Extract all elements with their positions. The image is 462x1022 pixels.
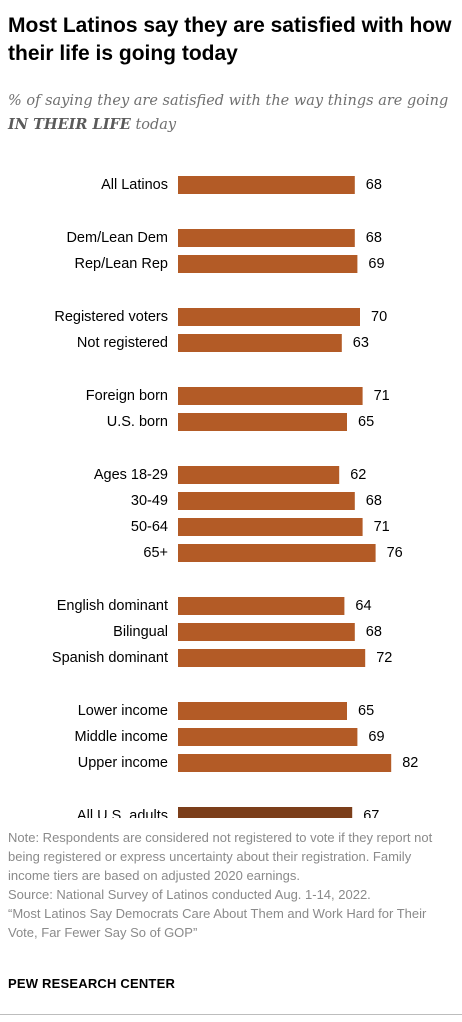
subtitle-suffix: today [130, 117, 177, 133]
bar-row: Spanish dominant 72 [52, 649, 392, 667]
bar [178, 702, 347, 720]
category-label: Registered voters [54, 309, 168, 325]
bar-row: Ages 18-29 62 [94, 466, 366, 484]
value-label: 76 [387, 545, 403, 561]
bar-row: English dominant 64 [57, 597, 372, 615]
value-label: 67 [363, 808, 379, 818]
bar-row: 50-64 71 [131, 518, 390, 536]
subtitle-emphasis: IN THEIR LIFE [8, 116, 131, 133]
bar [178, 334, 342, 352]
bar-row: Upper income 82 [78, 754, 418, 772]
category-label: Dem/Lean Dem [66, 230, 168, 246]
category-label: Middle income [75, 729, 169, 745]
category-label: Upper income [78, 755, 168, 771]
value-label: 64 [355, 598, 371, 614]
value-label: 68 [366, 493, 382, 509]
category-label: Spanish dominant [52, 650, 168, 666]
value-label: 68 [366, 177, 382, 193]
value-label: 71 [374, 388, 390, 404]
bar-row: Lower income 65 [78, 702, 374, 720]
bar [178, 754, 392, 772]
source-text: Source: National Survey of Latinos condu… [8, 887, 371, 902]
bar [178, 387, 363, 405]
category-label: English dominant [57, 598, 168, 614]
bar [178, 597, 345, 615]
value-label: 68 [366, 230, 382, 246]
value-label: 63 [353, 335, 369, 351]
value-label: 72 [376, 650, 392, 666]
category-label: 50-64 [131, 519, 168, 535]
bar [178, 229, 355, 247]
category-label: 30-49 [131, 493, 168, 509]
bar-row: Bilingual 68 [113, 623, 382, 641]
bar-chart: All Latinos 68 Dem/Lean Dem 68 Rep/Lean Rep 6… [52, 176, 418, 818]
bar [178, 544, 376, 562]
category-label: 65+ [143, 545, 168, 561]
value-label: 68 [366, 624, 382, 640]
bar [178, 623, 355, 641]
bar-row: 65+ 76 [143, 544, 403, 562]
category-label: Foreign born [86, 388, 168, 404]
bar [178, 308, 360, 326]
bar [178, 518, 363, 536]
category-label: Lower income [78, 703, 168, 719]
bar [178, 255, 358, 273]
category-label: Not registered [77, 335, 168, 351]
value-label: 62 [350, 467, 366, 483]
bar [178, 492, 355, 510]
brand-logo-text: PEW RESEARCH CENTER [8, 976, 176, 991]
value-label: 71 [374, 519, 390, 535]
category-label: All Latinos [101, 177, 168, 193]
bar-row: Rep/Lean Rep 69 [74, 255, 385, 273]
bottom-divider [0, 1014, 462, 1015]
bar-row: All Latinos 68 [101, 176, 382, 194]
value-label: 65 [358, 703, 374, 719]
subtitle-text: % of saying they are satisfied with the … [8, 93, 449, 109]
report-title: “Most Latinos Say Democrats Care About T… [8, 906, 427, 940]
bar-row: Dem/Lean Dem 68 [66, 229, 382, 247]
category-label: Rep/Lean Rep [74, 256, 168, 272]
category-label: U.S. born [107, 414, 168, 430]
value-label: 70 [371, 309, 387, 325]
bar-row: All U.S. adults 67 [77, 807, 379, 818]
bar [178, 649, 366, 667]
value-label: 69 [368, 256, 384, 272]
bar [178, 728, 358, 746]
note-text: Note: Respondents are considered not reg… [8, 830, 433, 883]
value-label: 65 [358, 414, 374, 430]
chart-title: Most Latinos say they are satisfied with… [8, 14, 452, 65]
bar [178, 807, 353, 818]
value-label: 82 [402, 755, 418, 771]
bar-row: Not registered 63 [77, 334, 369, 352]
category-label: Bilingual [113, 624, 168, 640]
bar-row: U.S. born 65 [107, 413, 374, 431]
bar-row: Registered voters 70 [54, 308, 387, 326]
bar [178, 466, 340, 484]
value-label: 69 [368, 729, 384, 745]
bar-row: Foreign born 71 [86, 387, 390, 405]
bar-row: Middle income 69 [75, 728, 385, 746]
footnotes: Note: Respondents are considered not reg… [8, 828, 448, 942]
bar [178, 413, 347, 431]
category-label: All U.S. adults [77, 808, 168, 818]
chart-subtitle: % of saying they are satisfied with the … [8, 90, 456, 137]
bar [178, 176, 355, 194]
bar-row: 30-49 68 [131, 492, 382, 510]
category-label: Ages 18-29 [94, 467, 168, 483]
